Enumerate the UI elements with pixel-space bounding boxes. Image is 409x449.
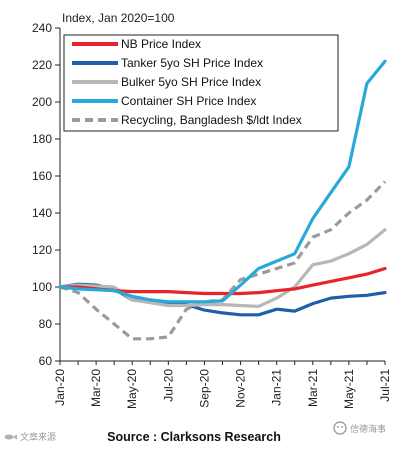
watermark-left: 文章来源 <box>4 431 56 443</box>
x-tick-label: Mar-20 <box>89 369 103 407</box>
y-axis: 60 80 100 120 140 160 180 200 220 240 <box>32 21 61 368</box>
wechat-logo-icon <box>333 421 347 435</box>
x-tick-label: Jul-21 <box>378 369 392 402</box>
series-line <box>58 59 387 304</box>
x-tick-label: May-21 <box>342 369 356 409</box>
legend-label: Tanker 5yo SH Price Index <box>121 56 263 70</box>
y-tick-label: 80 <box>39 317 53 331</box>
y-tick-label: 60 <box>39 354 53 368</box>
watermark-left-text: 文章来源 <box>20 431 56 443</box>
y-tick-label: 240 <box>32 21 52 35</box>
y-tick-label: 100 <box>32 280 52 294</box>
x-tick-label: Jul-20 <box>161 369 175 402</box>
y-tick-label: 220 <box>32 58 52 72</box>
y-tick-label: 140 <box>32 206 52 220</box>
legend-label: Container SH Price Index <box>121 94 256 108</box>
x-tick-label: May-20 <box>125 369 139 409</box>
y-tick-label: 160 <box>32 169 52 183</box>
legend-label: Bulker 5yo SH Price Index <box>121 75 261 89</box>
x-tick-label: Nov-20 <box>234 369 248 408</box>
x-tick-label: Sep-20 <box>197 369 211 408</box>
watermark-right: 信德海事 <box>333 421 386 435</box>
series-lines <box>58 59 387 341</box>
x-axis: Jan-20 Mar-20 May-20 Jul-20 Sep-20 Nov-20 Jan-… <box>53 360 392 409</box>
legend-label: NB Price Index <box>121 37 201 51</box>
legend-label: Recycling, Bangladesh $/ldt Index <box>121 113 302 127</box>
y-tick-label: 180 <box>32 132 52 146</box>
series-line <box>58 228 387 308</box>
x-tick-label: Jan-21 <box>270 369 284 406</box>
fish-logo-icon <box>4 434 17 440</box>
x-tick-label: Mar-21 <box>306 369 320 407</box>
x-tick-label: Jan-20 <box>53 369 67 406</box>
unit-label: Index, Jan 2020=100 <box>62 11 175 25</box>
watermark-right-text: 信德海事 <box>350 423 386 435</box>
legend: NB Price Index Tanker 5yo SH Price Index B… <box>63 34 339 132</box>
y-tick-label: 200 <box>32 95 52 109</box>
y-tick-label: 120 <box>32 243 52 257</box>
source-note: Source : Clarksons Research <box>107 430 281 444</box>
